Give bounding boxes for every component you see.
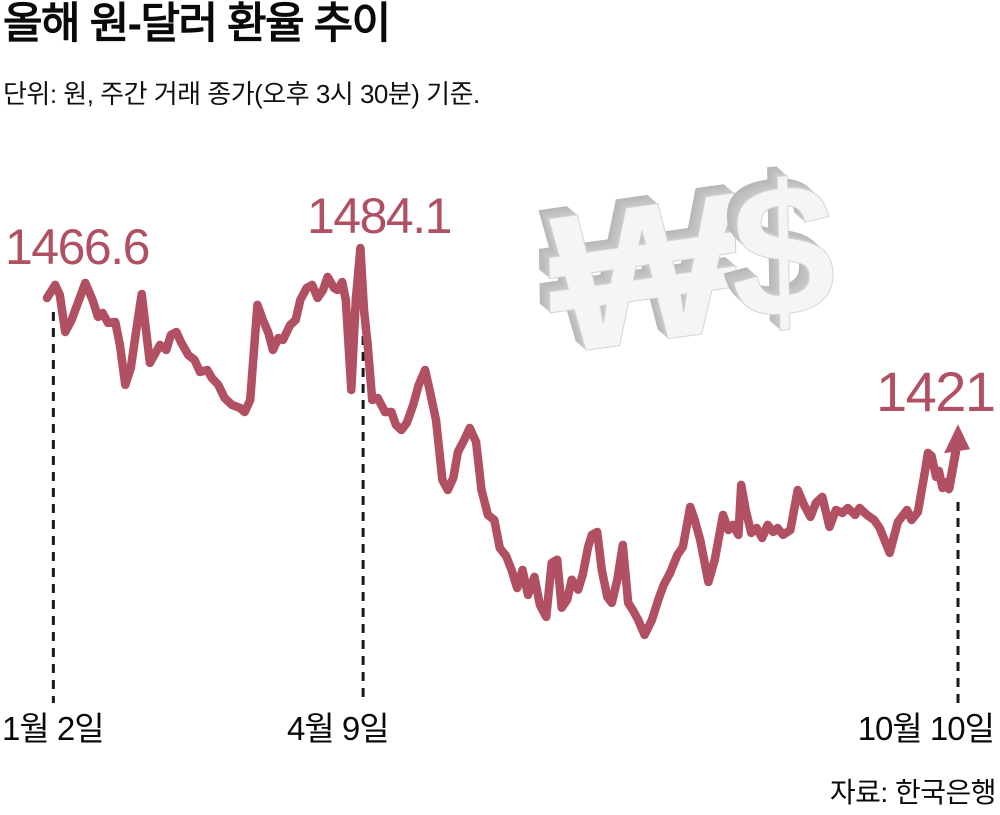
x-tick-apr9: 4월 9일: [287, 710, 390, 747]
unit-note: 단위: 원, 주간 거래 종가(오후 3시 30분) 기준.: [3, 79, 480, 109]
x-tick-jan2: 1월 2일: [2, 710, 105, 747]
value-label-peak: 1484.1: [307, 188, 452, 244]
exchange-rate-line: [42, 243, 954, 640]
trend-arrow-head: [944, 424, 970, 454]
x-tick-oct10: 10월 10일: [857, 710, 995, 747]
trend-arrow-shaft: [944, 449, 961, 490]
source-credit: 자료: 한국은행: [829, 777, 997, 808]
value-label-end: 1421: [876, 360, 996, 423]
value-label-start: 1466.6: [5, 219, 150, 275]
page-title: 올해 원-달러 환율 추이: [3, 0, 391, 48]
